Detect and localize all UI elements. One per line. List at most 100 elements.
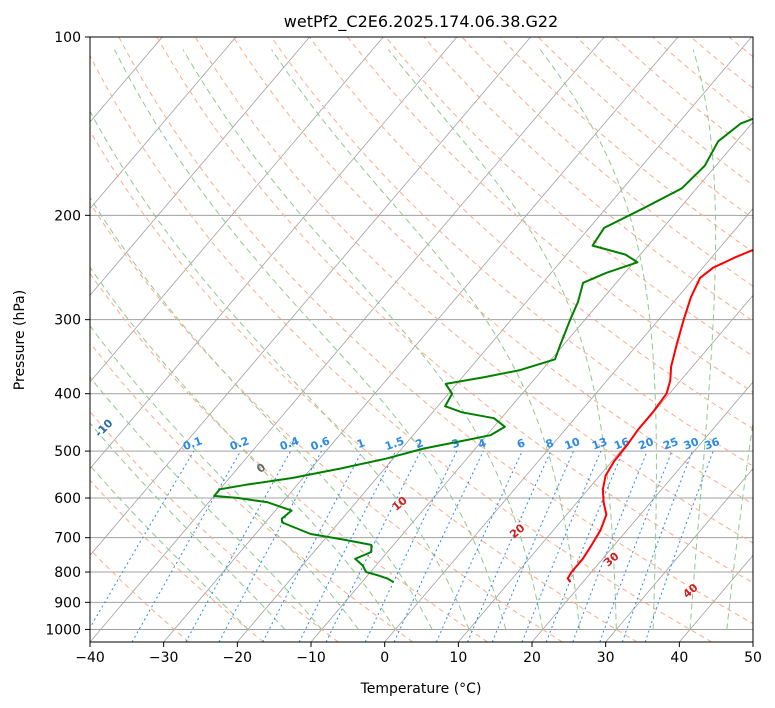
mixing-ratio-line [298,450,397,642]
dewpoint-profile-line [213,117,753,583]
mixing-ratio-line [467,450,552,642]
x-tick-label: −20 [223,650,253,666]
mixing-ratio-line [185,450,292,642]
moist-adiabat-line [90,110,470,630]
mixing-ratio-line [218,450,322,642]
moist-adiabat-line [90,266,396,630]
mixing-ratio-line [90,450,195,629]
x-axis-label: Temperature (°C) [360,681,482,697]
plot-frame [89,36,754,643]
dry-adiabat-line [90,54,712,642]
moist-adiabat-line [114,49,507,630]
mixing-ratio-label: 0.4 [278,434,301,453]
mixing-ratio-label: 8 [544,436,556,451]
y-tick-label: 900 [54,595,81,611]
isotherm-line [90,37,605,642]
y-tick-label: 700 [54,531,81,547]
mixing-ratio-line [364,450,458,642]
isotherm-line [90,37,384,383]
x-tick-label: −10 [296,650,326,666]
dry-adiabat-line [90,342,414,642]
mixing-ratio-label: 1.5 [383,434,406,453]
mixing-ratio-label: 13 [590,435,609,452]
dry-adiabat-line [90,202,563,642]
mixing-ratio-label: 30 [682,435,701,453]
background-lines [90,37,753,642]
x-tick-label: 30 [597,650,615,666]
x-tick-label: 20 [523,650,541,666]
isotherm-line [310,121,753,642]
temperature-profile-line [566,248,753,583]
isotherm-line [90,37,458,470]
y-tick-label: 1000 [45,622,81,638]
mixing-ratio-label: 0.1 [181,434,204,453]
mixing-ratio-label: 10 [563,435,582,453]
series-lines [213,117,753,583]
mixing-ratio-line [644,450,714,642]
mixing-ratio-label: 4 [476,436,488,451]
mixing-ratio-line [621,450,693,642]
mixing-ratio-line [572,450,648,642]
mixing-ratio-label: 6 [515,436,527,451]
moist-adiabat-line [388,49,617,630]
background-labels: 0.10.20.40.611.52346810131620253036-100-… [92,416,722,600]
dry-adiabat-line [118,37,753,625]
dry-adiabat-line [156,37,753,584]
dry-adiabat-line [90,129,638,642]
x-tick-label: −30 [149,650,179,666]
y-tick-label: 800 [54,565,81,581]
mixing-ratio-label: 16 [612,435,631,453]
moist-adiabat-line [271,49,580,630]
x-tick-label: 40 [670,650,688,666]
plot-area [90,37,753,642]
x-tick-label: −40 [75,650,105,666]
isotherm-line [531,381,753,642]
moist-adiabat-line [90,376,323,630]
mixing-ratio-label: 1 [355,436,367,451]
isotherm-line [384,208,753,642]
chart-title: wetPf2_C2E6.2025.174.06.38.G22 [284,12,558,32]
x-axis: −40 −30 −20 −10 0 10 20 30 40 50 [75,642,762,666]
x-tick-label: 10 [449,650,467,666]
moist-adiabat-line [689,49,717,630]
mixing-ratio-line [491,450,574,642]
isotherm-line [163,37,679,642]
mixing-ratio-label: 36 [703,435,722,453]
isotherm-line [90,37,310,296]
isotherm-line [605,468,753,642]
mixing-ratio-line [435,450,523,642]
isotherm-line [90,37,531,556]
mixing-ratio-line [393,450,484,642]
dry-adiabat-line [614,37,753,153]
mixing-ratio-label: 20 [637,435,656,453]
isotherm-line [458,294,753,642]
dry-adiabat-line [576,37,753,186]
x-tick-label: 0 [380,650,389,666]
moist-adiabat-line [539,49,657,630]
y-tick-label: 100 [54,30,81,46]
mixing-ratio-label: 0.6 [309,434,332,453]
dry-adiabat-line [194,37,753,544]
moist-adiabat-line [90,464,249,630]
y-tick-label: 600 [54,491,81,507]
mixing-ratio-label: 25 [661,435,680,452]
y-tick-label: 500 [54,444,81,460]
dry-adiabat-line [537,37,753,219]
mixing-ratio-line [262,450,363,642]
y-tick-label: 200 [54,208,81,224]
mixing-ratio-label: 3 [450,436,462,451]
moist-adiabat-line [90,325,359,630]
mixing-ratio-line [545,450,624,642]
y-axis-label: Pressure (hPa) [12,290,28,390]
mixing-ratio-line [521,450,602,642]
isotherm-line [237,37,752,642]
moist-adiabat-line [90,422,286,630]
x-tick-label: 50 [744,650,762,666]
moist-adiabat-line [182,49,544,630]
isotherm-line [90,37,237,210]
mixing-ratio-line [325,450,422,642]
y-tick-label: 400 [54,387,81,403]
mixing-ratio-label: 0.2 [228,434,251,453]
y-axis: 1000 900 800 700 600 500 400 300 200 100 [45,30,90,638]
